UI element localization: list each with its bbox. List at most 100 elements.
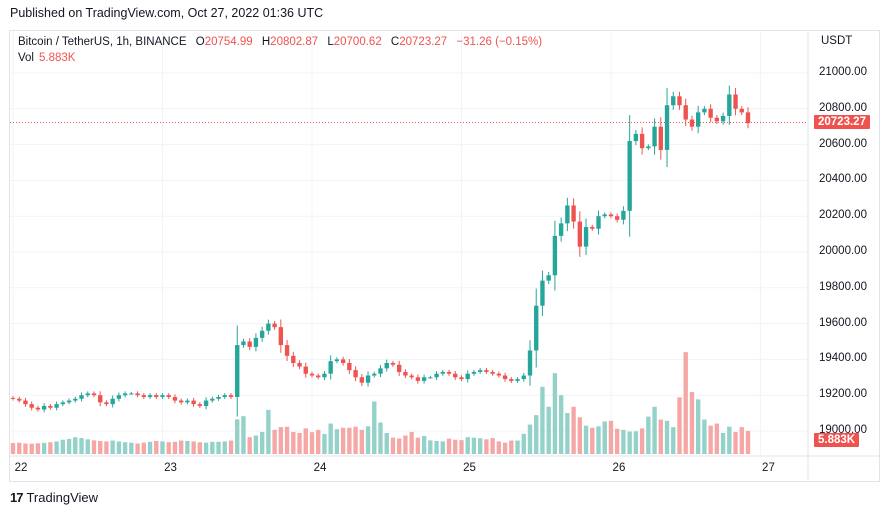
volume-bar	[166, 442, 171, 454]
candle-body	[222, 395, 227, 397]
volume-bar	[222, 441, 227, 454]
volume-bar	[446, 438, 452, 454]
volume-bar	[546, 406, 551, 454]
candle-body	[129, 393, 134, 395]
candle-body	[141, 395, 146, 397]
volume-bar	[477, 438, 483, 454]
volume-bar	[29, 443, 34, 454]
volume-bar	[191, 441, 196, 454]
volume-bar	[259, 431, 265, 454]
candle-body	[434, 373, 439, 378]
tradingview-logo[interactable]: 17 TradingView	[10, 490, 98, 505]
volume-bar	[104, 441, 109, 454]
volume-bar	[689, 392, 695, 454]
candle-body	[185, 400, 190, 403]
candle-body	[316, 375, 321, 378]
volume-bar	[633, 431, 639, 454]
candle-body	[197, 404, 203, 406]
y-tick-label: 20200.00	[819, 209, 867, 222]
chart-frame[interactable]	[9, 30, 880, 482]
candle-body	[116, 395, 122, 399]
candle-body	[708, 108, 713, 118]
close-value: 20723.27	[399, 36, 448, 48]
volume-bar	[390, 437, 396, 454]
candle-body	[397, 364, 402, 372]
candle-body	[54, 404, 59, 408]
volume-bar	[197, 442, 203, 454]
candle-body	[235, 345, 240, 397]
candle-body	[384, 362, 389, 369]
volume-bar	[403, 435, 408, 454]
candle-body	[160, 395, 165, 397]
candle-body	[60, 402, 66, 405]
candle-body	[91, 393, 97, 396]
volume-bar	[353, 426, 358, 454]
volume-bar	[714, 423, 720, 454]
volume-bar	[91, 440, 97, 454]
volume-bar	[228, 440, 234, 454]
volume-bar	[627, 431, 632, 454]
candle-body	[652, 126, 657, 147]
candle-body	[210, 398, 215, 401]
y-tick-label: 20000.00	[819, 245, 867, 257]
candle-body	[154, 395, 159, 397]
volume-legend[interactable]: Vol 5.883K	[18, 52, 75, 64]
candle-body	[309, 373, 315, 376]
candle-body	[147, 395, 153, 397]
volume-bar	[453, 439, 458, 454]
legend-row[interactable]: Bitcoin / TetherUS, 1h, BINANCE O20754.9…	[18, 36, 542, 48]
candle-body	[340, 359, 346, 363]
volume-bar	[602, 421, 607, 454]
candle-body	[247, 341, 252, 347]
candle-body	[10, 397, 16, 399]
candle-body	[490, 371, 495, 374]
candle-body	[365, 375, 371, 383]
candle-body	[259, 330, 265, 338]
candle-body	[347, 362, 352, 371]
volume-bar	[154, 440, 159, 454]
candle-body	[646, 146, 651, 149]
volume-bar	[745, 430, 751, 454]
candle-body	[502, 375, 508, 380]
volume-bar	[178, 440, 184, 454]
candle-body	[534, 305, 539, 351]
candle-body	[29, 404, 34, 408]
volume-bar	[359, 429, 364, 454]
candle-body	[615, 216, 620, 220]
volume-bar	[521, 433, 526, 454]
volume-bar	[590, 427, 595, 454]
volume-bar	[565, 413, 570, 454]
volume-bar	[720, 433, 726, 454]
volume-bar	[272, 429, 277, 454]
candle-body	[664, 105, 670, 150]
volume-bar	[646, 416, 651, 454]
volume-bar	[316, 429, 321, 454]
volume-bar	[652, 406, 657, 454]
candle-body	[695, 112, 701, 127]
candle-body	[378, 368, 383, 374]
volume-bar	[608, 420, 614, 454]
volume-bar	[583, 425, 589, 454]
volume-bar	[54, 441, 59, 454]
candle-body	[79, 395, 84, 399]
symbol-label[interactable]: Bitcoin / TetherUS, 1h, BINANCE	[18, 36, 187, 48]
candle-body	[689, 119, 695, 127]
volume-bar	[172, 441, 178, 454]
y-tick-label: 20800.00	[819, 101, 867, 114]
candle-body	[627, 141, 632, 211]
volume-bar	[253, 435, 259, 454]
volume-bar	[291, 431, 296, 454]
y-tick-label: 20400.00	[819, 173, 867, 186]
candle-body	[428, 377, 433, 379]
candle-body	[471, 371, 477, 374]
x-tick-label: 22	[14, 462, 28, 474]
volume-bar	[664, 420, 670, 454]
volume-bar	[571, 406, 576, 454]
candle-body	[297, 362, 302, 367]
volume-bar	[695, 399, 701, 454]
change-value: −31.26 (−0.15%)	[456, 36, 543, 48]
volume-bar	[303, 428, 308, 454]
volume-bar	[334, 429, 340, 454]
volume-bar	[203, 442, 209, 454]
